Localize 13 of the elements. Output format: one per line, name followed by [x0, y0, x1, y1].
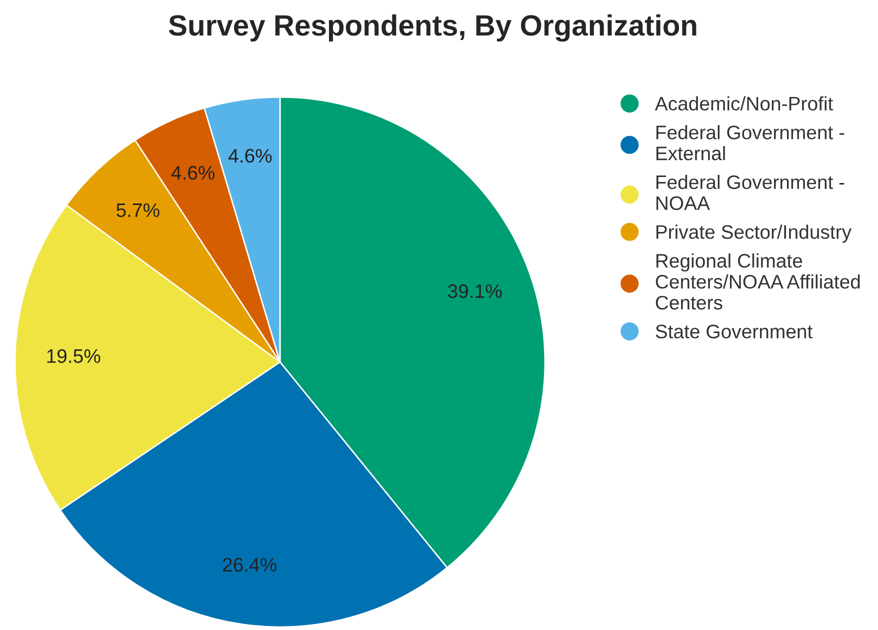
data-label: 26.4%: [222, 558, 276, 572]
legend-label: Regional Climate Centers/NOAA Affiliated Centers: [656, 253, 860, 310]
data-label: 39.1%: [448, 284, 502, 298]
legend-label: State Government: [656, 324, 813, 338]
data-label: 19.5%: [47, 349, 100, 363]
data-label: 4.6%: [171, 166, 215, 180]
legend-label: Federal Government - External: [656, 125, 844, 160]
legend-label: Academic/Non-Profit: [654, 96, 834, 111]
legend-label: Private Sector/Industry: [656, 224, 852, 243]
legend-label: Federal Government - NOAA: [656, 174, 844, 210]
data-label: 4.6%: [228, 148, 272, 163]
data-label: 5.7%: [116, 203, 160, 218]
chart-title: Survey Respondents, By Organization: [168, 14, 696, 42]
